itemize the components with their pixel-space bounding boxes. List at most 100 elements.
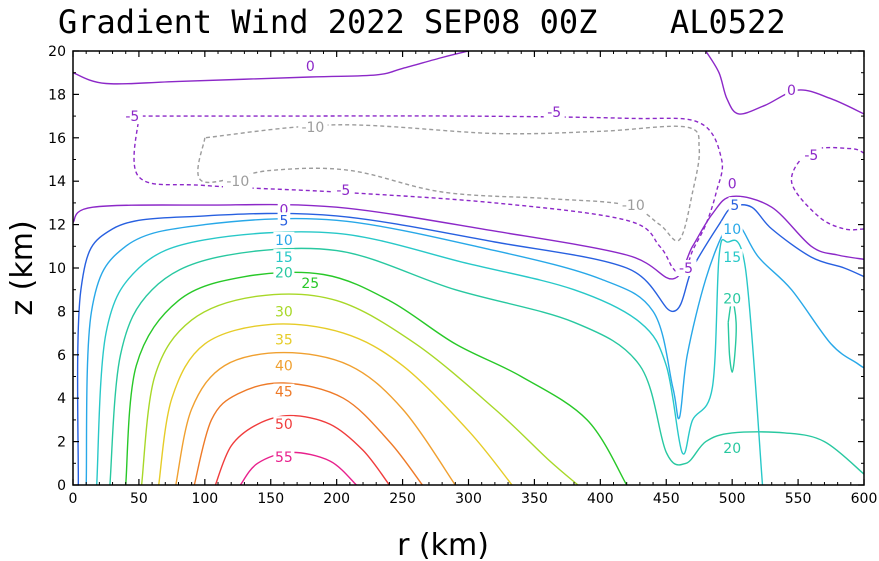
contour-line-0-12	[72, 195, 865, 280]
contour-label-bg-17	[273, 416, 295, 433]
contour-label-3: -10	[301, 120, 324, 136]
contour-label-27: -5	[804, 148, 818, 164]
contour-line-50-1	[214, 414, 390, 486]
contour-label-bg-5	[332, 181, 354, 198]
contour-label-10: 15	[275, 250, 293, 266]
contour-label-2: -5	[547, 105, 561, 121]
contour-line-25-6	[125, 271, 628, 486]
contour-label-bg-12	[299, 275, 321, 292]
contour-label-15: 40	[275, 359, 293, 375]
contour-label-bg-2	[543, 103, 565, 120]
contour-label-23: 15	[723, 250, 741, 266]
contour-label-bg-14	[273, 331, 295, 348]
x-tick-label-9: 450	[653, 491, 680, 507]
contour-line-neg10-17	[197, 124, 701, 242]
x-tick-label-1: 50	[130, 491, 148, 507]
contour-label-24: 20	[723, 291, 741, 307]
contour-label-bg-27	[800, 147, 822, 164]
contour-label-20: 0	[728, 176, 737, 192]
contour-label-0: 0	[306, 59, 315, 75]
contour-label-bg-24	[721, 290, 743, 307]
contour-label-bg-4	[223, 173, 253, 190]
contour-label-16: 45	[275, 385, 293, 401]
contour-label-26: 0	[787, 83, 796, 99]
y-tick-label-9: 18	[48, 87, 66, 103]
contour-label-5: -5	[336, 183, 350, 199]
contour-label-bg-3	[298, 119, 328, 135]
contour-label-bg-20	[725, 175, 739, 192]
chart-title: Gradient Wind 2022 SEP08 00Z	[58, 3, 597, 41]
contour-label-bg-0	[304, 58, 317, 75]
contour-label-bg-23	[721, 249, 743, 266]
contour-label-18: 55	[275, 450, 293, 466]
contour-label-6: -10	[622, 198, 645, 214]
contour-label-17: 50	[275, 417, 293, 433]
x-tick-label-7: 350	[521, 491, 548, 507]
x-tick-label-4: 200	[323, 491, 350, 507]
contour-line-20-8	[727, 299, 737, 373]
contour-label-bg-9	[273, 231, 295, 248]
y-tick-label-1: 2	[57, 435, 66, 451]
contour-line-neg5-16	[790, 146, 865, 231]
contour-label-4: -10	[226, 174, 249, 190]
y-tick-label-2: 4	[57, 391, 66, 407]
x-tick-label-11: 550	[785, 491, 812, 507]
contour-line-10-10	[85, 217, 865, 486]
contour-label-bg-26	[785, 82, 798, 99]
contour-label-13: 30	[275, 304, 293, 320]
contour-label-bg-11	[273, 264, 295, 281]
y-axis: 0 2 4 6 8 10 12 14 16 18 20	[48, 44, 864, 494]
contour-label-25: 20	[723, 441, 741, 457]
storm-id: AL0522	[670, 3, 786, 41]
y-tick-label-3: 6	[57, 348, 66, 364]
contour-line-45-2	[193, 382, 423, 486]
contour-label-14: 35	[275, 333, 293, 349]
contour-label-bg-1	[121, 108, 143, 125]
x-axis-title: r (km)	[397, 528, 489, 561]
contour-label-8: 5	[279, 213, 288, 229]
contour-lines	[72, 50, 865, 486]
contour-line-neg5-15	[133, 115, 724, 277]
y-tick-label-5: 10	[48, 261, 66, 277]
contour-label-11: 20	[275, 265, 293, 281]
contour-label-21: 5	[730, 198, 739, 214]
contour-line-0-13	[72, 50, 469, 85]
contour-label-bg-25	[721, 440, 743, 457]
contour-label-bg-10	[273, 249, 295, 266]
contour-label-bg-16	[273, 383, 295, 400]
x-tick-label-0: 0	[69, 491, 78, 507]
contour-label-bg-21	[728, 197, 742, 214]
x-tick-label-10: 500	[719, 491, 746, 507]
contour-label-1: -5	[125, 109, 139, 125]
x-axis: 0 50 100 150 200 250 300 350 400 450 500 550 600	[69, 51, 878, 507]
contour-line-0-14	[705, 50, 865, 115]
x-tick-label-5: 250	[389, 491, 416, 507]
contour-line-15-9	[96, 231, 764, 486]
x-tick-label-2: 100	[191, 491, 218, 507]
contour-label-bg-19	[675, 260, 697, 276]
y-tick-label-4: 8	[57, 304, 66, 320]
contour-label-22: 10	[723, 222, 741, 238]
contour-line-20-7	[109, 247, 865, 486]
contour-label-bg-8	[277, 212, 291, 229]
contour-label-bg-18	[273, 448, 295, 465]
contour-line-40-3	[175, 351, 456, 486]
contour-line-35-4	[158, 323, 513, 486]
y-axis-title: z (km)	[5, 220, 40, 315]
x-tick-label-8: 400	[587, 491, 614, 507]
y-tick-label-6: 12	[48, 218, 66, 234]
contour-line-5-11	[76, 204, 865, 486]
contour-label-7: 0	[279, 202, 288, 218]
contour-labels: 0-5 -5-10-10-5-100510152025303540455055-5…	[121, 58, 822, 466]
contour-line-55-0	[239, 451, 357, 486]
y-tick-label-8: 16	[48, 131, 66, 147]
contour-label-12: 25	[301, 276, 319, 292]
x-tick-label-12: 600	[851, 491, 878, 507]
y-tick-label-10: 20	[48, 44, 66, 60]
y-tick-label-7: 14	[48, 174, 66, 190]
contour-line-30-5	[140, 293, 579, 486]
x-tick-label-3: 150	[257, 491, 284, 507]
contour-label-9: 10	[275, 233, 293, 249]
contour-label-bg-15	[273, 357, 295, 374]
